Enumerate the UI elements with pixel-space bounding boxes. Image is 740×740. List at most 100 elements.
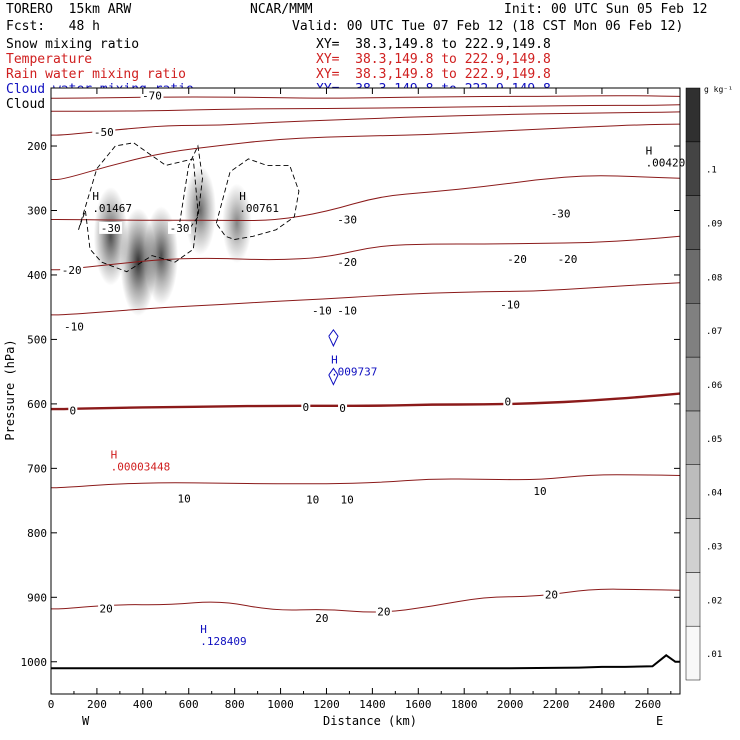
extremum-marker: H — [92, 190, 99, 203]
isotherm-line — [51, 588, 680, 613]
x-tick-label: 1400 — [359, 698, 386, 711]
snow-shade-blob — [184, 165, 217, 256]
isotherm-label: -20 — [62, 264, 82, 277]
colorbar-swatch — [685, 249, 701, 304]
terrain-line — [51, 654, 680, 670]
isotherm-label-bg — [313, 611, 330, 624]
x-tick-label: 200 — [87, 698, 107, 711]
isotherm-label-bg — [375, 605, 392, 618]
colorbar-tick-label: .01 — [706, 650, 722, 660]
isotherm-label: -30 — [101, 222, 121, 235]
isotherm-label-bg — [498, 298, 522, 311]
extremum-value: .009737 — [331, 365, 377, 378]
center-title: NCAR/MMM — [250, 2, 313, 17]
isotherm-label-bg — [68, 404, 78, 417]
colorbar-tick-label: .06 — [706, 381, 722, 391]
x-tick-label: 800 — [225, 698, 245, 711]
isotherm-label: 10 — [533, 485, 546, 498]
colorbar-swatch — [685, 572, 701, 627]
ice-contours — [78, 142, 339, 386]
isotherm-label-bg — [335, 304, 359, 317]
isotherm-label-bg — [503, 395, 513, 408]
isotherm-label-bg — [168, 221, 192, 234]
x-axis: 0 200 400 600 800 1000 1200 1400 1600 1800 2000 220… — [48, 88, 672, 711]
extremum-marker: H — [646, 144, 653, 157]
cloud-water-contour — [328, 328, 339, 348]
legend-field-name: Temperature — [6, 52, 93, 67]
colorbar-swatch — [685, 141, 701, 196]
colorbar-tick-label: .09 — [706, 220, 722, 230]
init-time: Init: 00 UTC Sun 05 Feb 12 — [504, 2, 708, 17]
x-tick-label: 1000 — [267, 698, 294, 711]
isotherm-line — [51, 474, 680, 489]
y-tick-label: 300 — [27, 204, 47, 217]
y-tick-label: 800 — [27, 527, 47, 540]
isotherm-label: -30 — [337, 214, 357, 227]
x-tick-label: 2400 — [589, 698, 616, 711]
extremum-value: .128409 — [200, 635, 246, 648]
x-tick-label: 2600 — [635, 698, 662, 711]
isotherm-label-bg — [338, 401, 348, 414]
extremum-value: .00420 — [646, 156, 686, 169]
x-tick-label: 1800 — [451, 698, 478, 711]
isotherm-label: 0 — [339, 402, 346, 415]
snow-shading — [93, 165, 252, 317]
y-tick-label: 700 — [27, 462, 47, 475]
isotherm-line — [51, 104, 680, 112]
isotherm-label: -30 — [170, 222, 190, 235]
isotherm-label: 10 — [341, 493, 354, 506]
legend-field-coords: XY= 38.3,149.8 to 222.9,149.8 — [316, 37, 551, 52]
y-tick-label: 500 — [27, 333, 47, 346]
isotherm-label: -30 — [551, 208, 571, 221]
isotherm-label-bg — [304, 493, 321, 506]
isotherm-label-bg — [301, 401, 311, 414]
x-tick-label: 2000 — [497, 698, 524, 711]
snow-shade-blob — [93, 187, 128, 286]
isotherm-line — [51, 123, 680, 180]
isotherm-label-bg — [99, 221, 123, 234]
cloud-water-contour — [328, 367, 339, 386]
y-tick-label: 600 — [27, 398, 47, 411]
isotherm-labels: -70-50-30 -30-30 -30-20-20 -20 -20-10-10 -10-… — [60, 89, 580, 625]
isotherm-label-bg — [310, 304, 334, 317]
x-axis-label: Distance (km) — [323, 714, 417, 728]
isotherm-label: -10 — [64, 321, 84, 334]
colorbar-unit: g kg⁻¹ — [704, 85, 733, 94]
colorbar-swatch — [685, 303, 701, 358]
x-tick-label: 2200 — [543, 698, 570, 711]
x-tick-label: 1200 — [313, 698, 340, 711]
model-title: TORERO 15km ARW — [6, 2, 132, 17]
isotherm-label-bg — [60, 263, 84, 276]
isotherm-label-bg — [543, 588, 560, 601]
extremum-value: .00761 — [239, 202, 279, 215]
isotherm-line — [51, 235, 680, 271]
x-tick-label: 1600 — [405, 698, 432, 711]
isotherm-lines — [51, 95, 680, 613]
x-tick-label: 600 — [179, 698, 199, 711]
colorbar-tick-label: .07 — [706, 327, 722, 337]
isotherm-label: -20 — [558, 253, 578, 266]
extremum-marker: H — [111, 449, 118, 462]
extremum-value: .01467 — [92, 202, 132, 215]
legend-field-name: Snow mixing ratio — [6, 37, 140, 52]
isotherm-label-bg — [335, 213, 359, 226]
y-tick-label: 200 — [27, 140, 47, 153]
y-tick-label: 400 — [27, 269, 47, 282]
valid-time: Valid: 00 UTC Tue 07 Feb 12 (18 CST Mon … — [292, 19, 684, 34]
extremum-value: .00003448 — [111, 461, 171, 474]
extremum-marker: H — [200, 623, 207, 636]
y-axis-label: Pressure (hPa) — [3, 339, 17, 440]
plot-frame — [50, 87, 681, 695]
extremum-marker: H — [239, 190, 246, 203]
extrema-labels: H.01467H.00761H.00420H.009737H.00003448H… — [92, 144, 685, 647]
isotherm-label: 20 — [315, 612, 328, 625]
isotherm-label-bg — [62, 320, 86, 333]
isotherm-label-bg — [176, 492, 193, 505]
isotherm-label: 0 — [69, 404, 76, 417]
terrain-surface — [51, 654, 680, 670]
x-tick-label: 400 — [133, 698, 153, 711]
isotherm-line — [51, 392, 680, 411]
legend-field-coords: XY= 38.3,149.8 to 222.9,149.8 — [316, 52, 551, 67]
